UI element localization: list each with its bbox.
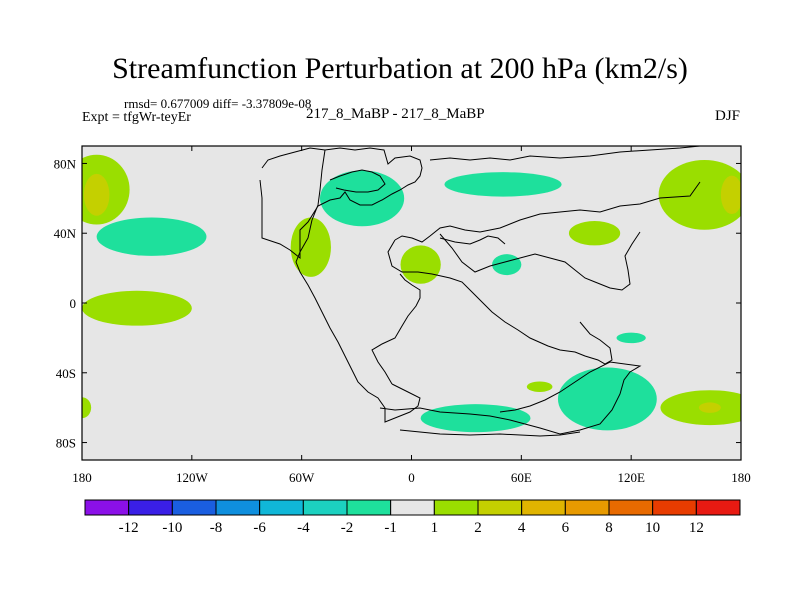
contour-region-5 [82,397,92,419]
colorbar-swatch [128,499,173,516]
coastline-africa [387,239,613,365]
colorbar-label: 4 [518,520,526,536]
coastline-layer [259,146,740,437]
coastline-eurasia-north [429,146,740,161]
contour-region-19 [698,402,721,413]
colorbar-swatch [171,499,217,516]
contour-region-14 [616,332,646,344]
y-tick-label: 40N [54,226,77,241]
colorbar-swatch [215,499,261,516]
colorbar-label: -10 [162,520,182,536]
x-tick-label: 180 [72,470,92,485]
x-tick-label: 180 [731,470,751,485]
experiment-label: Expt = tfgWr-teyEr [82,110,191,125]
colorbar-swatch [390,499,435,516]
colorbar-label: -1 [384,520,397,536]
contour-region-7 [319,170,405,227]
rmsd-label: rmsd= 0.677009 diff= -3.37809e-08 [124,96,312,111]
colorbar-label: -2 [341,520,354,536]
coastline-north-america-outline [259,147,423,260]
contour-region-4 [82,290,192,326]
colorbar-swatch [521,499,566,516]
coastline-arabia-india [439,231,641,291]
contour-region-11 [568,221,621,246]
colorbar-label: -4 [297,520,310,536]
colorbar-swatch [608,499,654,516]
y-axis-labels: 80N 40N 0 40S 80S [54,156,77,450]
colorbar-labels: -12 -10 -8 -6 -4 -2 -1 1 2 4 6 8 10 12 [119,520,704,536]
x-tick-label: 120E [617,470,645,485]
chart-title: Streamfunction Perturbation at 200 hPa (… [112,52,688,85]
contour-region-17 [420,404,531,433]
colorbar [84,499,741,516]
coastline-americas-east [371,273,421,385]
contour-region-12 [658,159,741,230]
contour-region-13 [720,175,741,215]
x-tick-label: 0 [408,470,415,485]
colorbar-swatch [259,499,304,516]
colorbar-label: 12 [689,520,704,536]
colorbar-label: 10 [645,520,660,536]
colorbar-swatch [695,499,741,516]
coastline-mediterranean [439,235,506,245]
y-tick-label: 80S [56,436,76,451]
colorbar-label: 8 [605,520,613,536]
coastline-americas-west [295,149,421,423]
coastline-greenland [329,169,386,193]
colorbar-label: 2 [474,520,482,536]
colorbar-swatch [84,499,130,516]
y-tick-label: 0 [70,296,77,311]
y-tick-label: 80N [54,156,77,171]
colorbar-swatch [652,499,697,516]
colorbar-swatch [433,499,479,516]
axis-ticks [81,146,742,460]
colorbar-label: -8 [210,520,223,536]
colorbar-label: 6 [562,520,570,536]
colorbar-swatch [346,499,392,516]
x-tick-label: 60W [289,470,315,485]
colorbar-swatch [477,499,523,516]
contour-region-16 [526,381,553,392]
colorbar-swatch [302,499,348,516]
case-label: 217_8_MaBP - 217_8_MaBP [306,106,485,122]
contour-fill-layer [82,154,741,433]
colorbar-swatch [564,499,610,516]
season-label: DJF [714,108,740,124]
colorbar-label: -6 [253,520,266,536]
contour-region-2 [83,173,110,216]
colorbar-label: 1 [431,520,439,536]
x-axis-labels: 180 120W 60W 0 60E 120E 180 [72,470,751,485]
coastline-australia-antarctica [379,361,642,435]
y-tick-label: 40S [56,366,76,381]
x-tick-label: 60E [511,470,532,485]
contour-region-15 [557,367,657,431]
x-tick-label: 120W [176,470,209,485]
contour-region-6 [290,217,331,277]
colorbar-label: -12 [119,520,139,536]
contour-region-9 [444,172,562,197]
contour-region-8 [400,245,441,284]
contour-region-3 [96,217,207,256]
coastline-eurasia-south [394,181,701,243]
coastline-antarctica-bottom [399,429,581,437]
